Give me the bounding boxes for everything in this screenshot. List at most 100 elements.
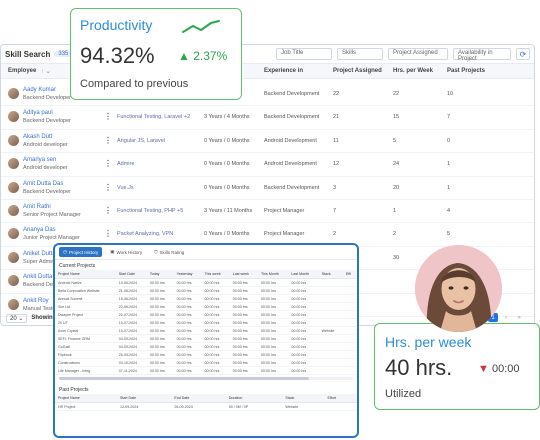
tab-skills-rating[interactable]: ⛉ Skills Rating (150, 248, 188, 257)
table-row[interactable]: Flipbook 25-09-2024 00:00 hrs 00:00 hrs 00:0… (55, 350, 357, 359)
more-options-icon[interactable]: ⋮ (104, 159, 112, 169)
more-options-icon[interactable]: ⋮ (104, 182, 112, 192)
column-header[interactable]: This week (201, 270, 230, 279)
sort-icon[interactable]: ↑ ⌄ (41, 69, 51, 75)
table-cell: Flipbook (55, 350, 116, 359)
project-history-panel: ◷ Project History ▣ Work History ⛉ Skills R… (53, 243, 359, 438)
table-row[interactable]: Sim Ltd. 22-06-2024 00:00 hrs 00:00 hrs 00:0… (55, 302, 357, 311)
tab-work-history[interactable]: ▣ Work History (106, 247, 146, 257)
column-hrs-per-week[interactable]: Hrs. per Week (393, 68, 433, 74)
table-row[interactable]: Constructions 03-10-2024 00:00 hrs 00:00 hr… (55, 358, 357, 367)
employee-name[interactable]: Ankit Dutta (23, 274, 53, 281)
table-cell: 00:00 hrs (229, 278, 259, 287)
employee-name[interactable]: Amariya sen (23, 157, 57, 164)
column-header[interactable]: Project Name (55, 394, 117, 403)
more-options-icon[interactable]: ⋮ (104, 112, 112, 122)
table-cell: 00:00 hrs (173, 286, 202, 295)
column-past-projects[interactable]: Past Projects (447, 68, 486, 74)
column-header[interactable]: Stack (282, 394, 325, 403)
table-row[interactable]: GoGalli 04-09-2024 00:00 hrs 00:00 hrs 00:00… (55, 342, 357, 351)
table-row[interactable]: Android Native 10-06-2024 00:00 hrs 00:00 h… (55, 278, 357, 287)
more-options-icon[interactable]: ⋮ (104, 229, 112, 239)
table-row[interactable]: Annual Summit 15-06-2024 00:00 hrs 00:00 hr… (55, 294, 357, 303)
last-page-button[interactable]: » (517, 314, 521, 321)
skills-filter[interactable]: Skills (337, 48, 383, 60)
page-size-select[interactable]: 20 ⌄ (6, 313, 28, 323)
employee-role: Manual Tester (23, 305, 58, 312)
hours-value: 40 hrs. (385, 355, 453, 380)
column-header[interactable]: End Date (171, 394, 226, 403)
employee-name[interactable]: Amit Dutta Das (23, 180, 64, 187)
experience-area: Backend Development (264, 91, 320, 97)
column-experience[interactable]: Experience in (264, 68, 304, 74)
down-arrow-icon: ▼ (478, 363, 489, 375)
column-header[interactable]: Effi (342, 270, 357, 279)
employee-name[interactable]: Aady Kumar (23, 87, 57, 93)
column-header[interactable]: Duration (225, 394, 283, 403)
table-cell: 00:00 hrs (173, 310, 202, 319)
table-row[interactable]: Akash Dutt Android developer ⋮ Angular J… (1, 130, 534, 154)
table-cell: 00:00 hrs (229, 286, 259, 295)
column-header[interactable]: Today (146, 270, 174, 279)
employee-name[interactable]: Akash Dutt (23, 133, 53, 140)
column-header[interactable]: Stack (318, 270, 343, 279)
column-header[interactable]: Start Date (115, 270, 147, 279)
table-cell: 00:00 hrs (229, 318, 259, 327)
column-header[interactable]: This Month (258, 270, 289, 279)
column-header[interactable]: Last week (229, 270, 259, 279)
employee-name[interactable]: Aditya paul (23, 110, 53, 117)
table-cell: 21-06-2024 (115, 286, 147, 295)
table-row[interactable]: Avon Crystal 10-07-2024 00:00 hrs 00:00 hrs… (55, 326, 357, 335)
refresh-icon[interactable]: ⟳ (516, 48, 530, 60)
table-row[interactable]: Aady Kumar Backend Developer Backend Dev… (1, 83, 534, 107)
column-header[interactable]: Yesterday (173, 270, 202, 279)
skills-list[interactable]: Functional Testing, Laravel +2 (117, 114, 191, 121)
table-cell: 00:00 hrs (229, 294, 259, 303)
employee-name[interactable]: Ananya Das (23, 227, 56, 234)
skills-list[interactable]: Functional Testing, PHP +5 (117, 207, 184, 214)
availability-filter[interactable]: Availability in Project (453, 48, 511, 62)
table-row[interactable]: Bella Corporation Website 21-06-2024 00:00… (55, 286, 357, 295)
employee-name[interactable]: Amit Rathi (23, 203, 51, 210)
next-page-button[interactable]: › (505, 314, 507, 321)
table-cell: 00:00 hrs (258, 366, 289, 375)
column-header[interactable]: Project Name (55, 270, 116, 279)
table-row[interactable]: 20 UT 10-07-2024 00:00 hrs 00:00 hrs 00:00 h… (55, 318, 357, 327)
table-cell: 00:00 hrs (288, 334, 319, 343)
hours-subtitle: Utilized (385, 388, 422, 400)
page-1-button[interactable]: 1 (488, 313, 498, 322)
skills-list[interactable]: Admire (117, 161, 135, 168)
tab-project-history[interactable]: ◷ Project History (59, 247, 103, 257)
table-cell: 00:00 hrs (229, 366, 259, 375)
table-row[interactable]: Life Manager - Integ. 07-11-2024 00:00 hrs… (55, 366, 357, 375)
hrs-count: 5 (393, 137, 397, 144)
table-cell: 00:00 hrs (173, 366, 202, 375)
table-row[interactable]: Amit Rathi Senior Project Manager ⋮ Func… (1, 200, 534, 224)
table-row[interactable]: HR Project 12-09-2024 26-09-2024 00 / 0M / … (55, 402, 357, 411)
column-employee[interactable]: Employee (8, 68, 37, 74)
skills-list[interactable]: Vue.Js (117, 184, 134, 191)
job-title-filter[interactable]: Job Title (276, 48, 332, 60)
more-options-icon[interactable]: ⋮ (104, 205, 112, 215)
column-project-assigned[interactable]: Project Assigned (333, 68, 382, 74)
skills-list[interactable]: Angular JS, Laravel (117, 137, 165, 144)
employee-name[interactable]: Aniket Dutta (23, 250, 56, 257)
table-row[interactable]: Aditya paul Backend Developer ⋮ Function… (1, 106, 534, 130)
trend-sparkline-icon (182, 20, 220, 33)
column-header[interactable]: Start Date (116, 394, 172, 403)
employee-name[interactable]: Ankit Roy (23, 297, 49, 304)
table-row[interactable]: Dwayne Project 22-07-2024 00:00 hrs 00:00 h… (55, 310, 357, 319)
table-row[interactable]: SEFL Finance GRM 04-09-2024 00:00 hrs 00:00… (55, 334, 357, 343)
tab-work-history-label: Work History (116, 249, 143, 255)
project-assigned-filter[interactable]: Project Assigned (388, 48, 448, 60)
column-header[interactable]: Effort (324, 394, 357, 403)
skills-list[interactable]: Packet Analyzing, VPN (117, 231, 174, 238)
horizontal-scrollbar[interactable] (59, 377, 353, 380)
column-header[interactable]: Last Month (288, 270, 319, 279)
more-options-icon[interactable]: ⋮ (104, 135, 112, 145)
table-row[interactable]: Amariya sen Android developer ⋮ Admire 0… (1, 153, 534, 177)
productivity-value: 94.32% (80, 43, 155, 68)
table-row[interactable]: Amit Dutta Das Backend Developer ⋮ Vue.J… (1, 177, 534, 200)
experience-area: Project Manager (264, 207, 305, 214)
past-count: 0 (447, 137, 451, 144)
